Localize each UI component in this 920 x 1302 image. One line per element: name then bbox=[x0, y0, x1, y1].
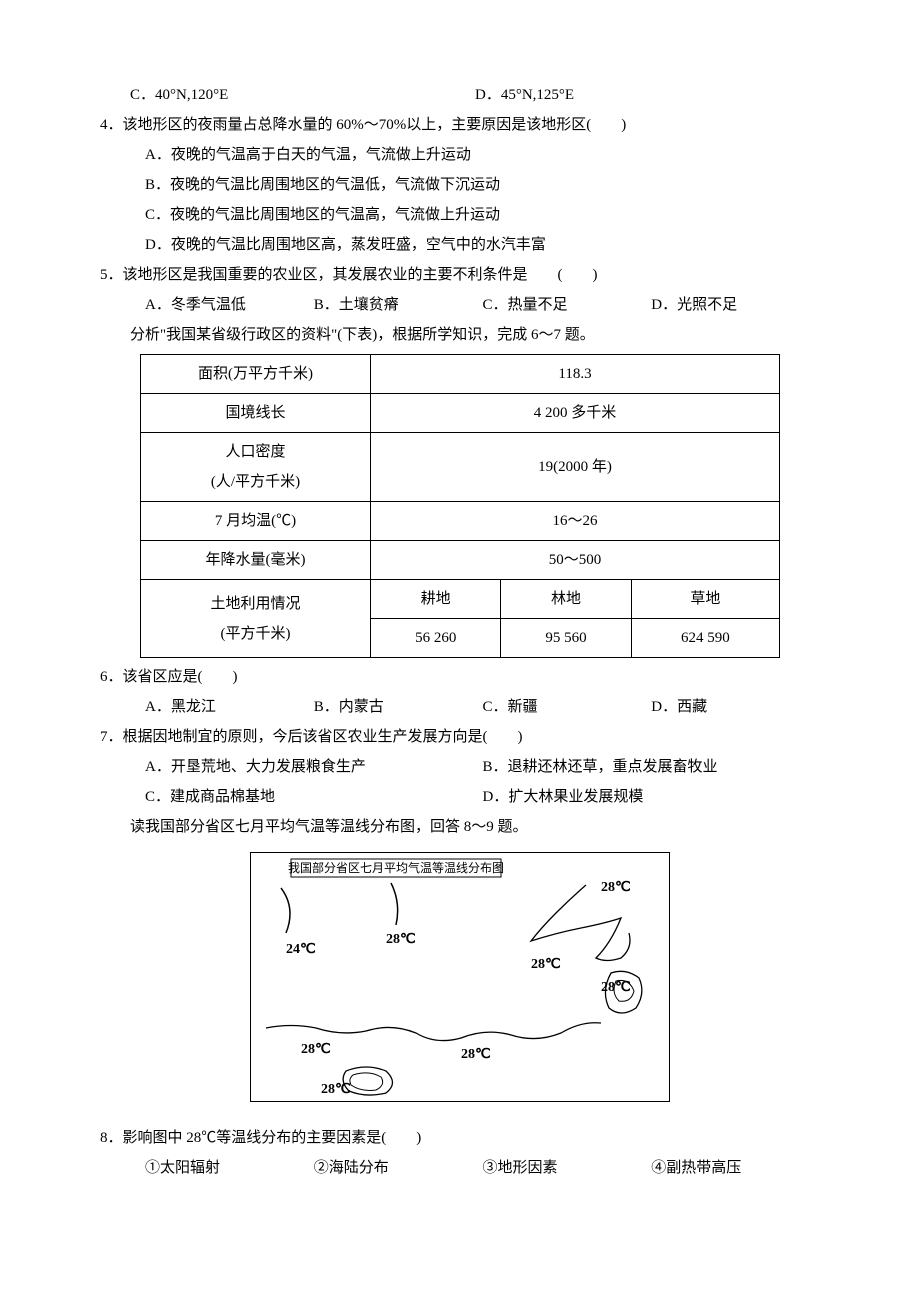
table-cell-border-value: 4 200 多千米 bbox=[371, 394, 780, 433]
q7-options-ab: A．开垦荒地、大力发展粮食生产 B．退耕还林还草，重点发展畜牧业 bbox=[100, 752, 820, 782]
fig-label-24: 24℃ bbox=[286, 942, 316, 957]
q7-options-cd: C．建成商品棉基地 D．扩大林果业发展规模 bbox=[100, 782, 820, 812]
question-6: 6．该省区应是( ) A．黑龙江 B．内蒙古 C．新疆 D．西藏 bbox=[100, 662, 820, 722]
landuse-label-1: 土地利用情况 bbox=[147, 589, 364, 619]
table-cell-landuse-h3: 草地 bbox=[631, 580, 779, 619]
table-row: 土地利用情况 (平方千米) 耕地 林地 草地 bbox=[141, 580, 780, 619]
fig-label-28g: 28℃ bbox=[321, 1082, 351, 1097]
table-cell-temp-label: 7 月均温(℃) bbox=[141, 502, 371, 541]
fig-label-28c: 28℃ bbox=[531, 957, 561, 972]
q8-factors: ①太阳辐射 ②海陆分布 ③地形因素 ④副热带高压 bbox=[100, 1153, 820, 1183]
table-cell-rain-value: 50～500 bbox=[371, 541, 780, 580]
fig-label-28e: 28℃ bbox=[301, 1042, 331, 1057]
q4-text: 4．该地形区的夜雨量占总降水量的 60%～70%以上，主要原因是该地形区( ) bbox=[130, 110, 820, 140]
q7-option-a: A．开垦荒地、大力发展粮食生产 bbox=[145, 752, 483, 782]
q4-option-d: D．夜晚的气温比周围地区高，蒸发旺盛，空气中的水汽丰富 bbox=[100, 230, 820, 260]
q8-factor-4: ④副热带高压 bbox=[651, 1153, 820, 1183]
isotherm-map-svg: 我国部分省区七月平均气温等温线分布图 24℃ 28℃ 28℃ 28℃ 28℃ 2… bbox=[250, 852, 670, 1102]
q8-text: 8．影响图中 28℃等温线分布的主要因素是( ) bbox=[130, 1123, 820, 1153]
density-label-1: 人口密度 bbox=[147, 437, 364, 467]
q6-option-a: A．黑龙江 bbox=[145, 692, 314, 722]
q7-option-b: B．退耕还林还草，重点发展畜牧业 bbox=[483, 752, 821, 782]
q5-stem: 分析"我国某省级行政区的资料"(下表)，根据所学知识，完成 6～7 题。 bbox=[100, 320, 820, 350]
q6-option-b: B．内蒙古 bbox=[314, 692, 483, 722]
q5-options: A．冬季气温低 B．土壤贫瘠 C．热量不足 D．光照不足 bbox=[100, 290, 820, 320]
q4-option-c: C．夜晚的气温比周围地区的气温高，气流做上升运动 bbox=[100, 200, 820, 230]
q6-options: A．黑龙江 B．内蒙古 C．新疆 D．西藏 bbox=[100, 692, 820, 722]
table-cell-landuse-v1: 56 260 bbox=[371, 619, 501, 658]
q7-text: 7．根据因地制宜的原则，今后该省区农业生产发展方向是( ) bbox=[130, 722, 820, 752]
q3-options-cd: C．40°N,120°E D．45°N,125°E bbox=[100, 80, 820, 110]
question-5: 5．该地形区是我国重要的农业区，其发展农业的主要不利条件是 ( ) A．冬季气温… bbox=[100, 260, 820, 350]
q5-option-c: C．热量不足 bbox=[483, 290, 652, 320]
q7-option-c: C．建成商品棉基地 bbox=[145, 782, 483, 812]
table-cell-density-label: 人口密度 (人/平方千米) bbox=[141, 433, 371, 502]
q5-option-b: B．土壤贫瘠 bbox=[314, 290, 483, 320]
fig-label-28f: 28℃ bbox=[461, 1047, 491, 1062]
fig-title-text: 我国部分省区七月平均气温等温线分布图 bbox=[288, 860, 504, 875]
question-4: 4．该地形区的夜雨量占总降水量的 60%～70%以上，主要原因是该地形区( ) … bbox=[100, 110, 820, 260]
fig-label-28b: 28℃ bbox=[601, 880, 631, 895]
q5-text: 5．该地形区是我国重要的农业区，其发展农业的主要不利条件是 ( ) bbox=[130, 260, 820, 290]
table-row: 国境线长 4 200 多千米 bbox=[141, 394, 780, 433]
landuse-label-2: (平方千米) bbox=[147, 619, 364, 649]
isotherm-map-figure: 我国部分省区七月平均气温等温线分布图 24℃ 28℃ 28℃ 28℃ 28℃ 2… bbox=[100, 852, 820, 1113]
q3-option-c: C．40°N,120°E bbox=[130, 80, 475, 110]
question-7: 7．根据因地制宜的原则，今后该省区农业生产发展方向是( ) A．开垦荒地、大力发… bbox=[100, 722, 820, 842]
q6-option-d: D．西藏 bbox=[651, 692, 820, 722]
table-row: 人口密度 (人/平方千米) 19(2000 年) bbox=[141, 433, 780, 502]
q7-stem: 读我国部分省区七月平均气温等温线分布图，回答 8～9 题。 bbox=[100, 812, 820, 842]
table-cell-landuse-h2: 林地 bbox=[501, 580, 631, 619]
question-8: 8．影响图中 28℃等温线分布的主要因素是( ) ①太阳辐射 ②海陆分布 ③地形… bbox=[100, 1123, 820, 1183]
density-label-2: (人/平方千米) bbox=[147, 467, 364, 497]
q6-option-c: C．新疆 bbox=[483, 692, 652, 722]
fig-label-28d: 28℃ bbox=[601, 980, 631, 995]
table-cell-area-value: 118.3 bbox=[371, 355, 780, 394]
fig-label-28a: 28℃ bbox=[386, 932, 416, 947]
q4-option-a: A．夜晚的气温高于白天的气温，气流做上升运动 bbox=[100, 140, 820, 170]
table-cell-area-label: 面积(万平方千米) bbox=[141, 355, 371, 394]
table-cell-landuse-v2: 95 560 bbox=[501, 619, 631, 658]
table-row: 年降水量(毫米) 50～500 bbox=[141, 541, 780, 580]
q6-text: 6．该省区应是( ) bbox=[130, 662, 820, 692]
table-cell-landuse-h1: 耕地 bbox=[371, 580, 501, 619]
table-cell-temp-value: 16～26 bbox=[371, 502, 780, 541]
table-cell-border-label: 国境线长 bbox=[141, 394, 371, 433]
table-cell-rain-label: 年降水量(毫米) bbox=[141, 541, 371, 580]
table-cell-density-value: 19(2000 年) bbox=[371, 433, 780, 502]
q8-factor-2: ②海陆分布 bbox=[314, 1153, 483, 1183]
table-row: 面积(万平方千米) 118.3 bbox=[141, 355, 780, 394]
table-row: 7 月均温(℃) 16～26 bbox=[141, 502, 780, 541]
q8-factor-1: ①太阳辐射 bbox=[145, 1153, 314, 1183]
q3-option-d: D．45°N,125°E bbox=[475, 80, 820, 110]
table-cell-landuse-label: 土地利用情况 (平方千米) bbox=[141, 580, 371, 658]
province-data-table: 面积(万平方千米) 118.3 国境线长 4 200 多千米 人口密度 (人/平… bbox=[140, 354, 780, 658]
table-cell-landuse-v3: 624 590 bbox=[631, 619, 779, 658]
q5-option-d: D．光照不足 bbox=[651, 290, 820, 320]
q7-option-d: D．扩大林果业发展规模 bbox=[483, 782, 821, 812]
q5-option-a: A．冬季气温低 bbox=[145, 290, 314, 320]
q4-option-b: B．夜晚的气温比周围地区的气温低，气流做下沉运动 bbox=[100, 170, 820, 200]
q8-factor-3: ③地形因素 bbox=[483, 1153, 652, 1183]
